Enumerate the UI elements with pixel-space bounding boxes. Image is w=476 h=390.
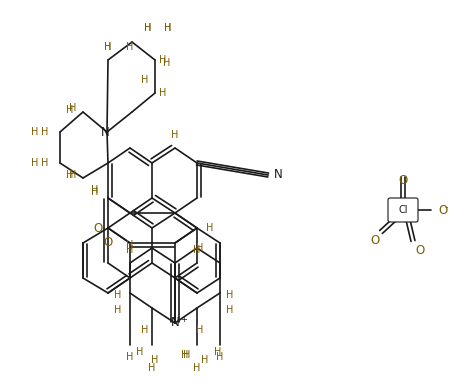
Text: Cl: Cl: [398, 205, 408, 215]
Text: H: H: [104, 42, 112, 52]
Text: H: H: [126, 245, 134, 255]
Text: O: O: [416, 243, 425, 257]
Text: H: H: [69, 170, 77, 180]
Text: H: H: [181, 350, 188, 360]
Text: H: H: [206, 223, 214, 233]
Text: H: H: [114, 305, 122, 315]
Text: H: H: [31, 127, 39, 137]
Text: H: H: [66, 170, 74, 180]
Text: H: H: [41, 158, 49, 168]
Text: -: -: [445, 202, 448, 212]
Text: H: H: [193, 363, 201, 373]
Text: H: H: [104, 42, 112, 52]
Text: N: N: [274, 168, 283, 181]
Text: H: H: [126, 352, 134, 362]
Text: H: H: [141, 75, 149, 85]
Text: O: O: [103, 236, 113, 250]
Text: H: H: [226, 305, 234, 315]
Text: H: H: [196, 325, 204, 335]
Text: H: H: [144, 23, 152, 33]
Text: H: H: [196, 243, 204, 253]
Text: H: H: [41, 127, 49, 137]
Text: H: H: [159, 88, 167, 98]
Text: H: H: [91, 185, 99, 195]
FancyBboxPatch shape: [388, 198, 418, 222]
Text: H: H: [151, 355, 159, 365]
Text: H: H: [164, 23, 172, 33]
Text: H: H: [31, 158, 39, 168]
Text: H: H: [201, 355, 208, 365]
Text: H: H: [69, 103, 77, 113]
Text: H: H: [226, 290, 234, 300]
Text: H: H: [216, 352, 224, 362]
Text: H: H: [126, 42, 134, 52]
Text: O: O: [398, 174, 407, 186]
Text: H: H: [159, 55, 167, 65]
Text: N: N: [100, 126, 109, 138]
Text: H: H: [136, 347, 144, 357]
Text: H: H: [164, 23, 172, 33]
Text: O: O: [370, 234, 380, 246]
Text: N: N: [170, 317, 179, 330]
Text: O: O: [438, 204, 447, 216]
Text: H: H: [149, 363, 156, 373]
Text: H: H: [126, 240, 134, 250]
Text: O: O: [94, 222, 103, 234]
Text: H: H: [114, 290, 122, 300]
Text: H: H: [193, 245, 201, 255]
Text: H: H: [144, 23, 152, 33]
Text: +: +: [180, 316, 187, 324]
Text: H: H: [171, 130, 178, 140]
Text: H: H: [163, 58, 171, 68]
Text: H: H: [214, 347, 222, 357]
Text: H: H: [183, 350, 191, 360]
Text: H: H: [141, 325, 149, 335]
Text: H: H: [91, 187, 99, 197]
Text: H: H: [66, 105, 74, 115]
